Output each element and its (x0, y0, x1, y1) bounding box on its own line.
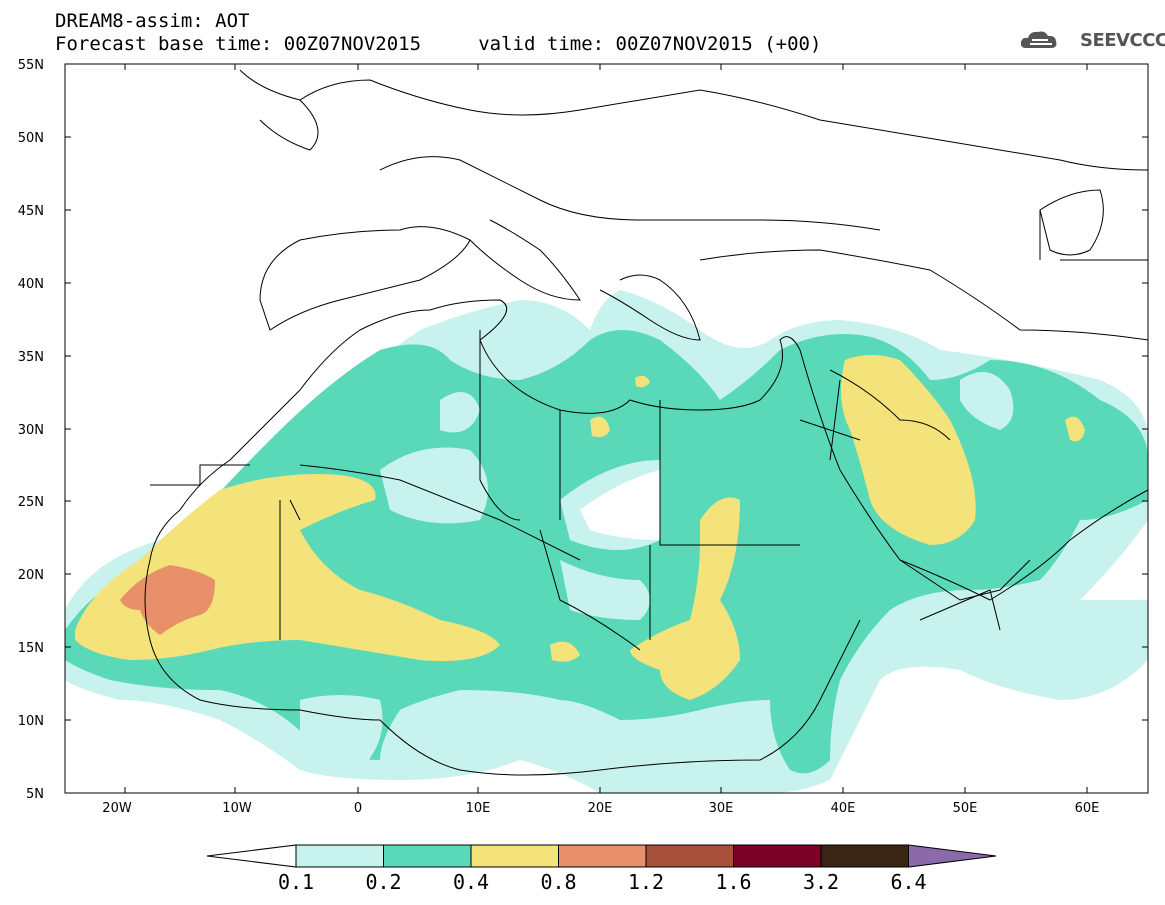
lat-label: 15N (18, 641, 44, 656)
lon-label: 30E (709, 801, 734, 816)
lat-label: 50N (18, 131, 44, 146)
colorbar-bin (383, 844, 472, 868)
colorbar-label: 0.1 (277, 870, 315, 894)
axis-ticks (65, 63, 1148, 794)
lat-label: 10N (18, 714, 44, 729)
lon-label: 20W (102, 801, 132, 816)
cloud-icon (1020, 31, 1057, 48)
lat-label: 20N (18, 568, 44, 583)
colorbar-bin (645, 844, 734, 868)
lat-label: 55N (18, 58, 44, 73)
lat-label: 30N (18, 423, 44, 438)
colorbar-bin (558, 844, 647, 868)
colorbar-label: 3.2 (802, 870, 840, 894)
colorbar-label: 1.2 (627, 870, 665, 894)
aot-band-0.8 (120, 565, 215, 635)
forecast-time-subtitle: Forecast base time: 00Z07NOV2015 valid t… (55, 33, 822, 55)
colorbar-label: 0.2 (365, 870, 402, 894)
colorbar-label: 0.8 (540, 870, 577, 894)
colorbar-bin (733, 844, 822, 868)
lon-label: 50E (953, 801, 978, 816)
colorbar-low-arrow (206, 844, 297, 868)
lon-label: 40E (831, 801, 856, 816)
colorbar-bin (470, 844, 559, 868)
colorbar-label: 0.4 (452, 870, 490, 894)
colorbar-label: 6.4 (890, 870, 927, 894)
seevccc-logo: SEEVCCC (1080, 30, 1165, 51)
lon-label: 0 (354, 801, 362, 816)
lon-label: 60E (1075, 801, 1100, 816)
lon-label: 10W (222, 801, 252, 816)
colorbar-bin (295, 844, 384, 868)
lat-tick-labels: 55N 50N 45N 40N 35N 30N 25N 20N 15N 10N … (18, 58, 44, 802)
map-title: DREAM8-assim: AOT (55, 10, 250, 32)
lon-tick-labels: 20W 10W 0 10E 20E 30E 40E 50E 60E (102, 801, 1099, 816)
colorbar-high-arrow (908, 844, 997, 868)
lat-label: 40N (18, 277, 44, 292)
lon-label: 20E (588, 801, 613, 816)
lat-label: 5N (26, 787, 44, 802)
lat-label: 25N (18, 495, 44, 510)
colorbar-label: 1.6 (715, 870, 752, 894)
lat-label: 35N (18, 350, 44, 365)
colorbar (206, 844, 997, 868)
lon-label: 10E (466, 801, 491, 816)
coastlines (144, 69, 1148, 776)
colorbar-bin (820, 844, 909, 868)
lat-label: 45N (18, 204, 44, 219)
